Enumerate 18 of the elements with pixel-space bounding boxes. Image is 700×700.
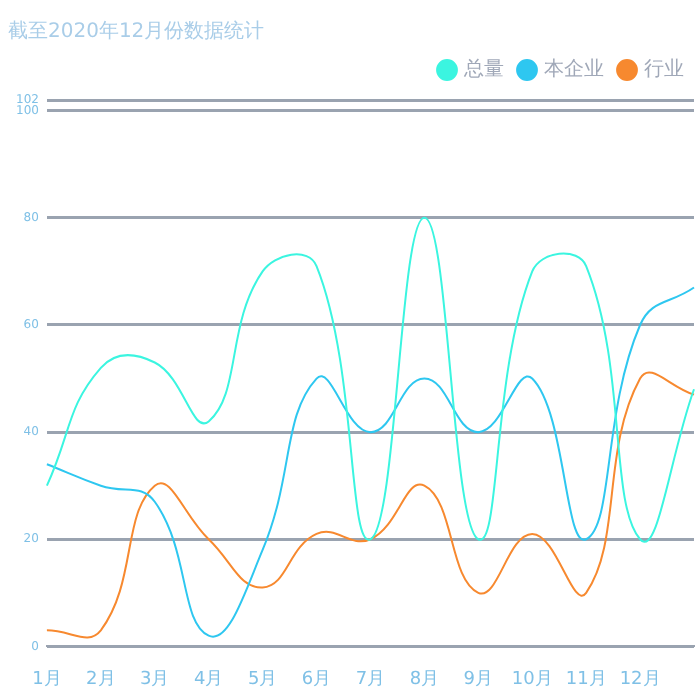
x-tick-label: 3月 [140,669,170,690]
x-tick-label: 9月 [463,669,494,690]
chart-title: 截至2020年12月份数据统计 [8,19,265,44]
x-tick-label: 12月 [619,669,661,690]
legend-label: 总量 [462,57,504,82]
x-tick-label: 5月 [247,669,278,690]
legend-label: 行业 [644,57,684,82]
x-tick-label: 2月 [86,669,116,690]
legend-label: 本企业 [544,57,604,82]
x-tick-label: 1月 [32,669,62,690]
line-series [45,286,695,638]
x-tick-label: 7月 [355,669,386,690]
x-tick-label: 10月 [511,669,553,690]
x-tick-label: 11月 [565,669,607,690]
x-tick-label: 6月 [301,669,332,690]
line-series [45,216,695,542]
x-tick-label: 4月 [193,669,224,690]
x-tick-label: 8月 [409,669,440,690]
